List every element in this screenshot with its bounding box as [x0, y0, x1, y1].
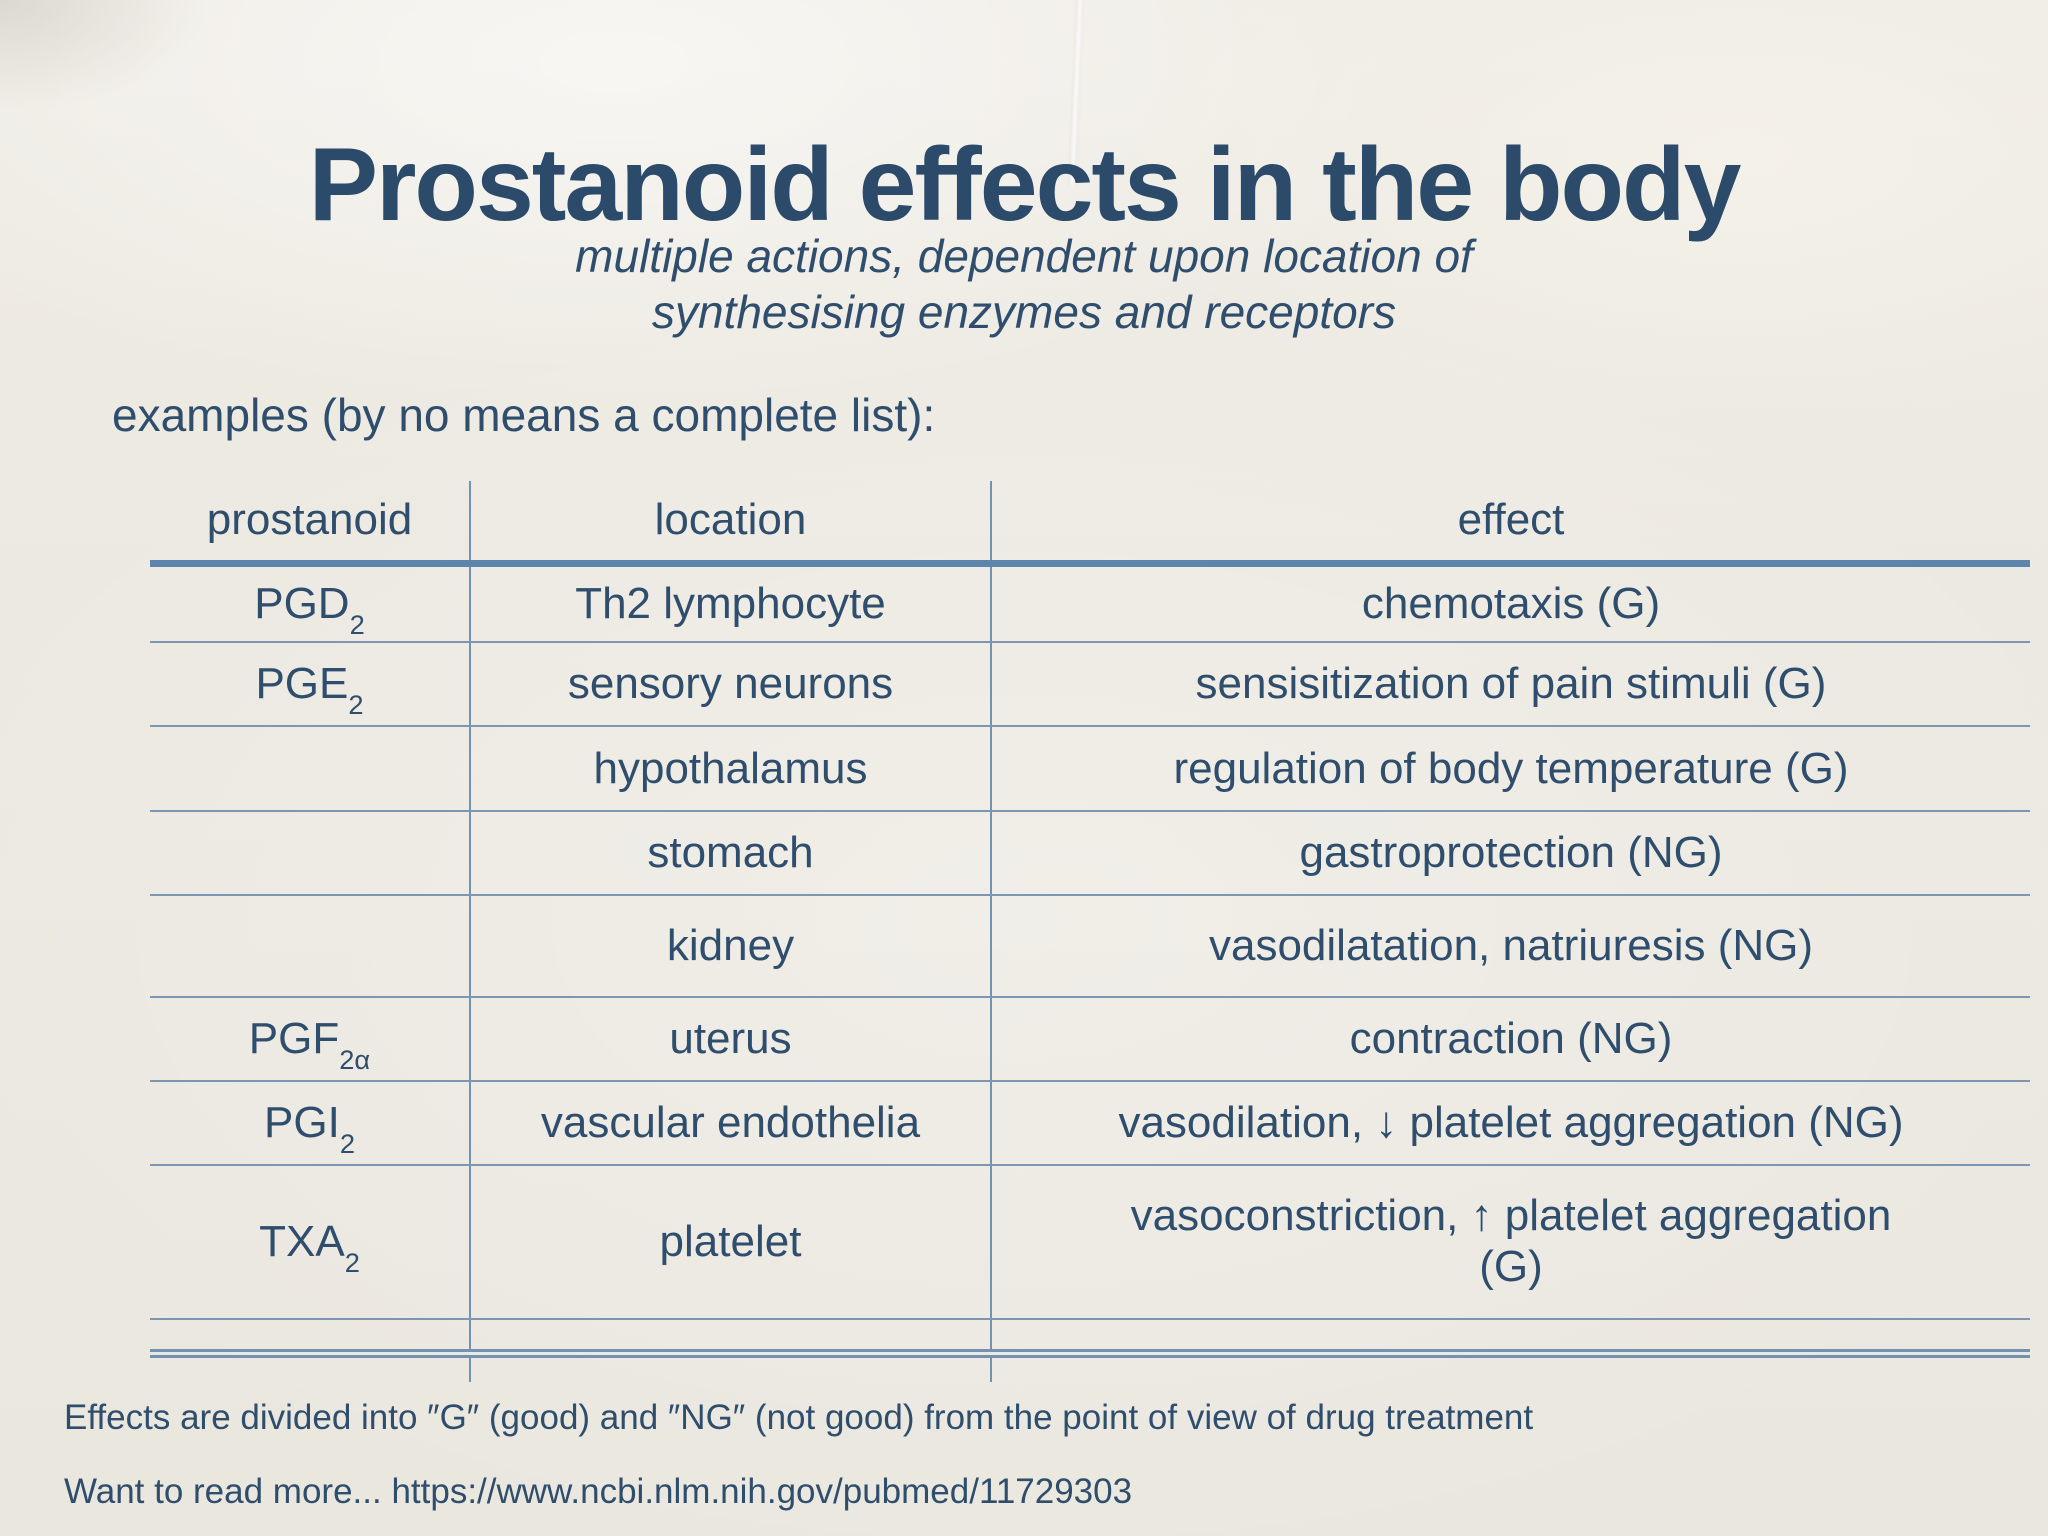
cell-prostanoid	[150, 895, 470, 998]
table-row: hypothalamus regulation of body temperat…	[150, 726, 2030, 812]
cell-prostanoid	[150, 811, 470, 896]
prostanoid-name: PGE	[255, 659, 349, 708]
cell-effect: contraction (NG)	[990, 997, 2030, 1082]
cell-location: Th2 lymphocyte	[469, 563, 991, 643]
table-header-row: prostanoid location effect	[150, 481, 2030, 567]
cell-prostanoid: PGE2	[150, 642, 470, 727]
prostanoid-name: PGF	[248, 1014, 340, 1063]
cell-prostanoid: PGI2	[150, 1081, 470, 1166]
prostanoid-name: PGI	[264, 1098, 340, 1147]
table-row: PGI2 vascular endothelia vasodilation, ↓…	[150, 1081, 2030, 1166]
cell-effect: vasodilation, ↓ platelet aggregation (NG…	[990, 1081, 2030, 1166]
cell-prostanoid: TXA2	[150, 1165, 470, 1320]
subtitle-line-1: multiple actions, dependent upon locatio…	[575, 230, 1473, 282]
col-header-location: location	[469, 481, 991, 567]
table-row: PGD2 Th2 lymphocyte chemotaxis (G)	[150, 563, 2030, 643]
prostanoid-subscript: 2α	[339, 1043, 371, 1075]
table-row: PGE2 sensory neurons sensisitization of …	[150, 642, 2030, 727]
cell-location: hypothalamus	[469, 726, 991, 812]
table-row: kidney vasodilatation, natriuresis (NG)	[150, 895, 2030, 998]
prostanoid-subscript: 2	[339, 1127, 355, 1159]
cell-effect: vasodilatation, natriuresis (NG)	[990, 895, 2030, 998]
table-empty-row	[150, 1319, 2030, 1358]
prostanoid-subscript: 2	[344, 1246, 360, 1278]
prostanoid-subscript: 2	[349, 608, 365, 640]
col-header-effect: effect	[990, 481, 2030, 567]
cell-effect: vasoconstriction, ↑ platelet aggregation…	[990, 1165, 2030, 1320]
cell-prostanoid: PGD2	[150, 563, 470, 643]
table-row: TXA2 platelet vasoconstriction, ↑ platel…	[150, 1165, 2030, 1320]
cell-location: platelet	[469, 1165, 991, 1320]
cell-location: sensory neurons	[469, 642, 991, 727]
examples-caption: examples (by no means a complete list):	[112, 389, 936, 441]
effect-line-1: vasoconstriction, ↑ platelet aggregation	[1130, 1191, 1892, 1241]
prostanoid-subscript: 2	[348, 688, 364, 720]
cell-effect: sensisitization of pain stimuli (G)	[990, 642, 2030, 727]
table-row: stomach gastroprotection (NG)	[150, 811, 2030, 896]
table-row: PGF2α uterus contraction (NG)	[150, 997, 2030, 1082]
cell-location: uterus	[469, 997, 991, 1082]
prostanoid-name: TXA	[259, 1217, 345, 1266]
effect-line-2: (G)	[1479, 1242, 1543, 1291]
cell-effect: regulation of body temperature (G)	[990, 726, 2030, 812]
cell-location: kidney	[469, 895, 991, 998]
table-rule-overhang	[150, 1353, 2030, 1382]
cell-effect: gastroprotection (NG)	[990, 811, 2030, 896]
cell-prostanoid	[150, 726, 470, 812]
subtitle-line-2: synthesising enzymes and receptors	[651, 286, 1397, 338]
cell-location: vascular endothelia	[469, 1081, 991, 1166]
cell-location: stomach	[469, 811, 991, 896]
cell-effect: chemotaxis (G)	[990, 563, 2030, 643]
col-header-prostanoid: prostanoid	[150, 481, 470, 567]
read-more-text: Want to read more... https://www.ncbi.nl…	[64, 1472, 1133, 1511]
slide-subtitle: multiple actions, dependent upon locatio…	[0, 228, 2048, 340]
slide-title: Prostanoid effects in the body	[308, 126, 1742, 243]
prostanoid-name: PGD	[254, 578, 350, 628]
footnote-text: Effects are divided into ″G″ (good) and …	[64, 1398, 1534, 1437]
cell-prostanoid: PGF2α	[150, 997, 470, 1082]
prostanoid-table: prostanoid location effect PGD2 Th2 lymp…	[150, 481, 2030, 1382]
